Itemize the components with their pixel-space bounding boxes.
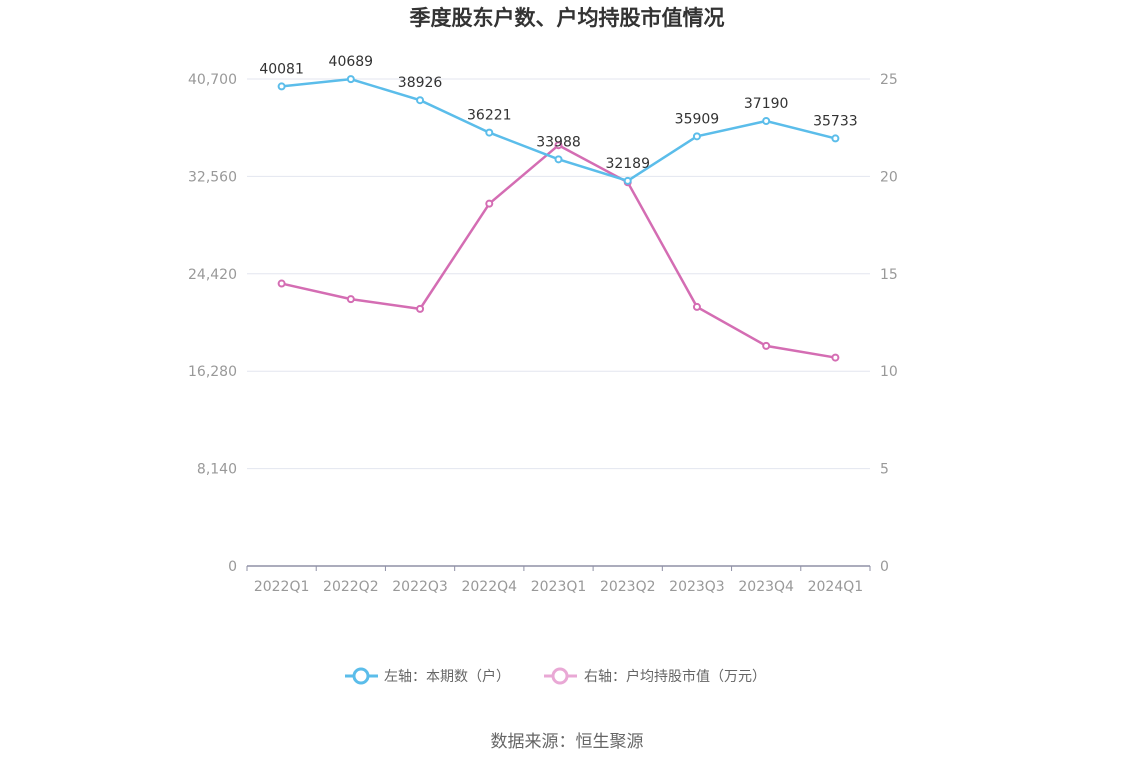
series-point-1[interactable]: [762, 341, 771, 350]
series-point-1[interactable]: [485, 199, 494, 208]
series-point-1[interactable]: [277, 279, 286, 288]
grid-lines: [247, 78, 870, 567]
chart-title: 季度股东户数、户均持股市值情况: [410, 6, 725, 30]
data-label: 33988: [536, 134, 581, 150]
x-tick-label: 2022Q2: [323, 579, 379, 595]
data-label: 32189: [605, 156, 650, 172]
data-label: 35733: [813, 113, 858, 129]
legend-marker-households: [352, 667, 370, 685]
series-point-0[interactable]: [623, 176, 632, 185]
x-tick-label: 2022Q1: [254, 579, 310, 595]
series-0: 40081 40689 38926 36221 33988 32189 35909 37190…: [259, 54, 858, 185]
x-tick-label: 2022Q3: [392, 579, 448, 595]
legend-label-households: 左轴：本期数（户）: [384, 668, 510, 685]
x-tick-label: 2023Q4: [738, 579, 794, 595]
series-point-1[interactable]: [692, 302, 701, 311]
data-label: 40081: [259, 61, 304, 77]
series-point-1[interactable]: [831, 353, 840, 362]
series-point-0[interactable]: [416, 96, 425, 105]
data-label: 37190: [744, 96, 789, 112]
right-tick-label: 0: [880, 559, 889, 575]
left-tick-label: 32,560: [188, 169, 237, 185]
right-tick-label: 20: [880, 169, 898, 185]
x-tick-label: 2024Q1: [808, 579, 864, 595]
series-line-1: [281, 143, 836, 359]
series-layer: 40081 40689 38926 36221 33988 32189 35909 37190…: [259, 54, 858, 362]
x-tick-label: 2023Q1: [531, 579, 587, 595]
x-tick-label: 2023Q3: [669, 579, 725, 595]
x-axis: 2022Q1 2022Q2 2022Q3 2022Q4 2023Q1 2023Q2 2023…: [246, 566, 871, 595]
data-label: 38926: [398, 75, 443, 91]
left-tick-label: 40,700: [188, 72, 237, 88]
right-axis: 0 5 10 15 20 25: [880, 72, 898, 575]
right-tick-label: 10: [880, 364, 898, 380]
data-label: 36221: [467, 108, 512, 124]
series-1: [277, 141, 840, 362]
data-label: 40689: [329, 54, 374, 70]
left-tick-label: 8,140: [197, 462, 237, 478]
left-tick-label: 0: [228, 559, 237, 575]
series-point-0[interactable]: [485, 128, 494, 137]
data-label: 35909: [675, 111, 720, 127]
series-point-0[interactable]: [277, 82, 286, 91]
left-tick-label: 24,420: [188, 267, 237, 283]
right-tick-label: 5: [880, 462, 889, 478]
series-point-1[interactable]: [554, 141, 563, 150]
right-tick-label: 25: [880, 72, 898, 88]
legend-item-avg-value[interactable]: 右轴：户均持股市值（万元）: [544, 667, 766, 685]
series-point-0[interactable]: [831, 134, 840, 143]
series-point-1[interactable]: [346, 295, 355, 304]
legend: 左轴：本期数（户） 右轴：户均持股市值（万元）: [345, 667, 766, 685]
series-point-0[interactable]: [346, 75, 355, 84]
series-point-0[interactable]: [554, 155, 563, 164]
series-point-0[interactable]: [762, 116, 771, 125]
data-source: 数据来源：恒生聚源: [491, 732, 644, 752]
series-point-1[interactable]: [416, 304, 425, 313]
legend-label-avg-value: 右轴：户均持股市值（万元）: [584, 668, 766, 685]
x-tick-label: 2022Q4: [461, 579, 517, 595]
legend-item-households[interactable]: 左轴：本期数（户）: [345, 667, 510, 685]
x-tick-label: 2023Q2: [600, 579, 656, 595]
series-line-0: [281, 77, 836, 183]
legend-marker-avg-value: [551, 667, 569, 685]
right-tick-label: 15: [880, 267, 898, 283]
left-axis: 0 8,140 16,280 24,420 32,560 40,700: [188, 72, 237, 575]
left-tick-label: 16,280: [188, 364, 237, 380]
series-point-0[interactable]: [692, 132, 701, 141]
